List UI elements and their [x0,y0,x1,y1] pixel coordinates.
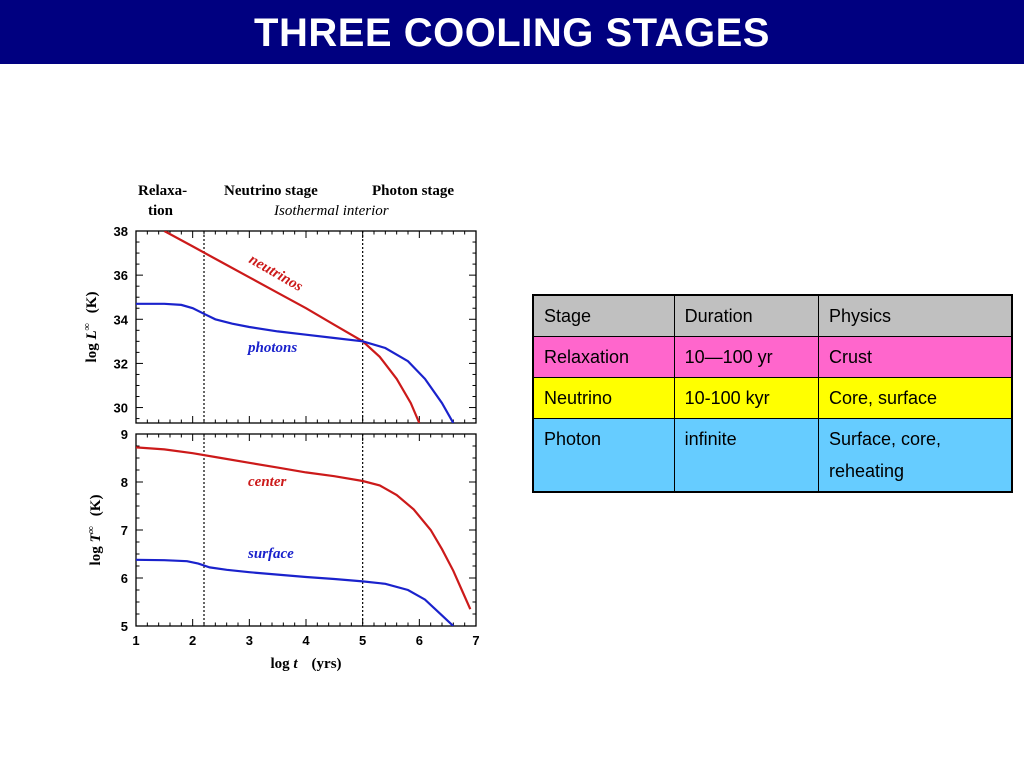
title-bar [0,0,1024,64]
table-cell: Photon [532,418,675,493]
x-tick-label: 1 [132,633,139,648]
y-tick-label: 9 [121,427,128,442]
x-tick-label: 7 [472,633,479,648]
y-tick-label: 30 [114,401,128,416]
table-cell: 10-100 kyr [673,377,820,419]
y-tick-label: 36 [114,268,128,283]
x-tick-label: 2 [189,633,196,648]
series-label: neutrinos [246,252,305,296]
table-cell: 10—100 yr [673,336,820,378]
y-tick-label: 7 [121,523,128,538]
x-tick-label: 6 [416,633,423,648]
table-header: Stage [532,294,675,337]
y-tick-label: 5 [121,619,128,634]
y-axis-title: log T∞(K) [86,495,104,566]
plot-frame [135,433,477,627]
table-header: Duration [673,294,820,337]
cooling-stages-table: Stage Duration Physics Relaxation 10—100… [532,294,1013,493]
table-cell: Relaxation [532,336,675,378]
series-line-photons [136,302,455,423]
series-line-surface [136,558,455,626]
table-cell: Neutrino [532,377,675,419]
stage-label-relaxation: tion [148,203,174,219]
table-header-row: Stage Duration Physics [532,294,1013,337]
x-axis-title: log t (yrs) [270,656,341,672]
y-tick-label: 32 [114,356,128,371]
series-line-center [136,446,472,610]
table-row: Relaxation 10—100 yr Crust [532,336,1013,378]
y-tick-label: 8 [121,475,128,490]
stage-label-neutrino: Neutrino stage [224,183,318,199]
series-line-neutrinos [163,231,421,423]
x-tick-label: 4 [302,633,310,648]
x-tick-label: 5 [359,633,366,648]
y-axis-title: log L∞(K) [82,292,100,363]
series-label: surface [247,546,294,562]
stage-label-photon: Photon stage [372,183,454,199]
plot-frame [135,230,477,424]
table-cell: infinite [673,418,820,493]
table-cell: Crust [818,336,1013,378]
y-tick-label: 34 [114,312,129,327]
table-header: Physics [818,294,1013,337]
series-label: center [248,474,286,490]
x-tick-label: 3 [246,633,253,648]
y-tick-label: 38 [114,224,128,239]
table-row: Neutrino 10-100 kyr Core, surface [532,377,1013,419]
stage-subtitle: Isothermal interior [273,203,389,219]
series-label: photons [246,340,297,356]
table-row: Photon infinite Surface, core, reheating [532,418,1013,493]
stage-label-relaxation: Relaxa- [138,183,187,199]
slide-title: THREE COOLING STAGES [254,11,770,55]
y-tick-label: 6 [121,571,128,586]
table-cell: Surface, core, reheating [818,418,1013,493]
table-cell: Core, surface [818,377,1013,419]
